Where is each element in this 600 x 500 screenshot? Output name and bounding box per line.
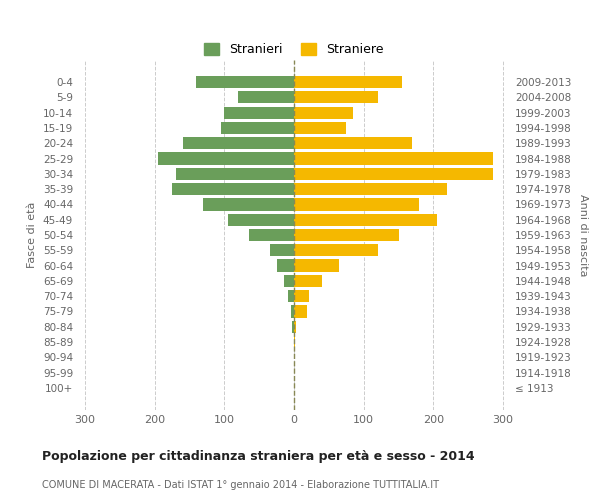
Bar [294,336,295,348]
Legend: Stranieri, Straniere: Stranieri, Straniere [199,38,389,61]
Bar [203,198,294,210]
Bar [277,260,294,272]
Text: COMUNE DI MACERATA - Dati ISTAT 1° gennaio 2014 - Elaborazione TUTTITALIA.IT: COMUNE DI MACERATA - Dati ISTAT 1° genna… [42,480,439,490]
Bar [228,214,294,226]
Bar [294,106,353,118]
Bar [294,122,346,134]
Bar [182,137,294,149]
Bar [294,214,437,226]
Y-axis label: Anni di nascita: Anni di nascita [578,194,588,276]
Bar [284,275,294,287]
Bar [294,306,307,318]
Bar [294,91,377,104]
Bar [221,122,294,134]
Bar [196,76,294,88]
Text: Popolazione per cittadinanza straniera per età e sesso - 2014: Popolazione per cittadinanza straniera p… [42,450,475,463]
Bar [294,168,493,180]
Bar [269,244,294,256]
Bar [294,198,419,210]
Bar [294,152,493,164]
Bar [158,152,294,164]
Bar [290,306,294,318]
Bar [176,168,294,180]
Bar [294,76,402,88]
Bar [294,290,310,302]
Bar [294,183,447,195]
Bar [294,229,398,241]
Bar [294,137,412,149]
Bar [294,320,296,333]
Bar [294,260,339,272]
Bar [224,106,294,118]
Bar [172,183,294,195]
Bar [249,229,294,241]
Y-axis label: Fasce di età: Fasce di età [28,202,37,268]
Bar [289,290,294,302]
Bar [238,91,294,104]
Bar [294,275,322,287]
Bar [294,244,377,256]
Bar [292,320,294,333]
